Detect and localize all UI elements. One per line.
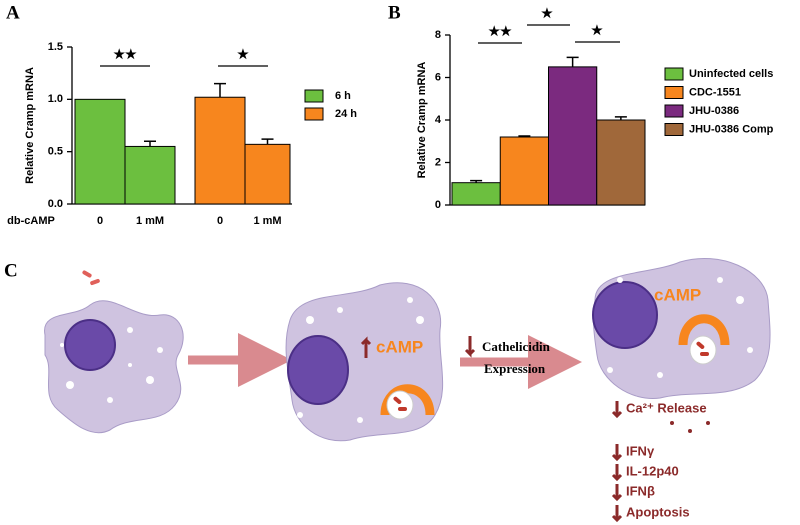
y-tick-label: 6 [435,71,441,83]
x-tick-label: 1 mM [136,215,164,227]
x-axis-label: db-cAMP [7,215,55,227]
bacteria [82,270,100,286]
significance: ★★ [113,46,137,61]
arrow-label: Expression [484,361,546,376]
y-tick-label: 0.5 [48,146,63,158]
down-arrow [464,336,476,358]
down-arrow [611,401,623,419]
nucleus [287,335,349,405]
y-axis-label: Relative Cramp mRNA [416,62,428,179]
bar [244,143,291,205]
error-bar [144,140,156,147]
vacuole [386,390,414,420]
legend-swatch [664,67,684,81]
arrow-label: Cathelicidin [482,339,551,354]
y-tick-label: 0 [435,199,441,211]
legend-label: 6 h [335,90,351,102]
effect-label: IL-12p40 [626,463,679,478]
bar [194,96,246,205]
significance: ★ [237,46,249,61]
nucleus [592,281,658,349]
legend-swatch [304,107,324,121]
bar [124,145,176,205]
error-bar [518,135,531,137]
error-bar [566,56,579,67]
y-tick-label: 1.0 [48,93,63,105]
granules [60,327,163,403]
diagram: C cAMP cAMP Cathelicidin Expression [4,258,771,442]
effect-label: IFNβ [626,483,655,498]
dots [670,421,710,433]
receptor [678,314,730,346]
effect-label: Ca²⁺ Release [626,400,707,415]
x-tick-label: 0 [97,215,103,227]
panel-label: C [4,260,18,281]
significance: ★★ [488,23,512,38]
bar [548,66,598,206]
x-tick-label: 0 [217,215,223,227]
bar [74,98,126,205]
vacuole [689,335,717,365]
legend-label: JHU-0386 Comp [689,123,774,135]
legend-label: CDC-1551 [689,86,741,98]
legend-label: JHU-0386 [689,105,739,117]
legend-swatch [304,89,324,103]
y-tick-label: 2 [435,156,441,168]
down-arrow [611,505,623,523]
nucleus [64,319,116,371]
y-axis-label: Relative Cramp mRNA [24,67,36,184]
up-arrow [360,336,372,358]
y-tick-label: 0.0 [48,198,63,210]
x-tick-label: 1 mM [253,215,281,227]
down-arrow [611,464,623,482]
y-tick-label: 8 [435,29,441,41]
camp-label: cAMP [376,337,423,356]
error-bar [261,138,274,145]
effect-label: Apoptosis [626,504,690,519]
camp-label: cAMP [654,285,701,304]
y-tick-label: 1.5 [48,41,63,53]
legend-swatch [664,86,684,99]
legend-swatch [664,123,684,136]
effect-label: IFNγ [626,443,655,458]
legend-label: 24 h [335,108,357,120]
significance: ★ [591,22,603,37]
legend-swatch [664,104,684,118]
bar [499,136,549,206]
error-bar [214,82,226,98]
down-arrow [611,444,623,462]
error-bar [614,116,627,120]
panel-label: B [388,2,401,23]
bar [451,182,501,206]
y-tick-label: 4 [435,114,442,126]
legend-label: Uninfected cells [689,68,773,80]
bar [596,119,646,206]
down-arrow [611,484,623,502]
significance: ★ [541,5,553,20]
panel-label: A [6,2,20,23]
error-bar [470,179,483,183]
cell [44,300,184,434]
